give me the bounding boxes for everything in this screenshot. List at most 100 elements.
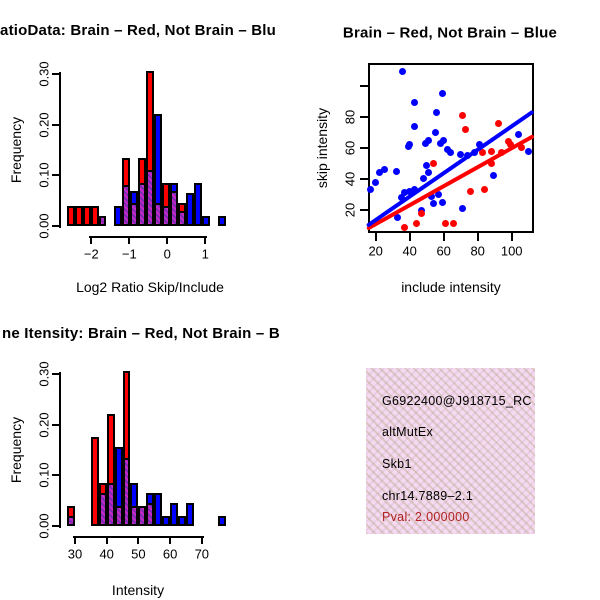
x-tick-mark bbox=[166, 236, 169, 244]
not-brain-point bbox=[372, 178, 380, 186]
brain-point bbox=[467, 187, 475, 195]
hist-overlap-bar bbox=[98, 215, 107, 226]
not-brain-point bbox=[399, 68, 407, 76]
not-brain-point bbox=[411, 122, 419, 130]
info-line-3: chr14.7889–2.1 bbox=[382, 489, 474, 503]
brain-point bbox=[506, 141, 514, 149]
y-tick-label: 0.10 bbox=[36, 162, 52, 188]
y-tick-label: 80 bbox=[342, 109, 358, 125]
hist-bar bbox=[90, 205, 99, 226]
y-tick-label: 0.10 bbox=[36, 462, 52, 488]
not-brain-point bbox=[436, 139, 444, 147]
x-tick-mark bbox=[476, 233, 479, 241]
scatter-xlabel: include intensity bbox=[401, 279, 501, 295]
not-brain-point bbox=[431, 128, 439, 136]
hist-overlap-bar bbox=[106, 482, 115, 526]
not-brain-point bbox=[367, 186, 375, 194]
y-axis-line bbox=[59, 71, 61, 228]
brain-point bbox=[487, 159, 495, 167]
not-brain-point bbox=[443, 146, 451, 153]
x-tick-label: 50 bbox=[131, 546, 146, 562]
not-brain-point bbox=[438, 90, 446, 98]
y-axis-line bbox=[59, 371, 61, 528]
x-tick-mark bbox=[137, 536, 140, 544]
x-tick-label: 40 bbox=[99, 546, 114, 562]
hist1-title-clip: RatioData: Brain – Red, Not Brain – Blu bbox=[0, 22, 300, 44]
not-brain-point bbox=[419, 175, 427, 183]
x-tick-mark bbox=[128, 236, 131, 244]
x-tick-label: 60 bbox=[162, 546, 178, 562]
y-tick-mark bbox=[360, 84, 368, 87]
not-brain-point bbox=[411, 99, 419, 107]
not-brain-point bbox=[424, 136, 432, 144]
not-brain-point bbox=[423, 161, 431, 169]
not-brain-point bbox=[424, 169, 432, 177]
y-tick-mark bbox=[52, 525, 60, 527]
x-tick-label: −2 bbox=[83, 246, 99, 262]
hist-bar bbox=[202, 215, 211, 226]
hist1-ylabel: Frequency bbox=[8, 116, 24, 184]
not-brain-point bbox=[401, 189, 409, 197]
hist-bar bbox=[154, 493, 163, 526]
x-tick-label: 20 bbox=[368, 243, 383, 259]
hist-bar bbox=[74, 205, 83, 226]
hist-overlap-bar bbox=[154, 203, 163, 226]
x-tick-mark bbox=[510, 233, 513, 241]
not-brain-point bbox=[380, 166, 388, 174]
hist1-title: RatioData: Brain – Red, Not Brain – Blu bbox=[0, 22, 277, 39]
hist-bar bbox=[114, 205, 123, 226]
y-tick-label: 40 bbox=[342, 171, 358, 187]
x-axis-line bbox=[89, 236, 208, 238]
not-brain-point bbox=[447, 149, 454, 157]
hist-bar bbox=[170, 503, 179, 526]
hist2-title-clip: ne Itensity: Brain – Red, Not Brain – B bbox=[0, 325, 300, 347]
not-brain-point bbox=[515, 130, 522, 138]
not-brain-point bbox=[421, 139, 429, 147]
info-line-0: G6922400@J918715_RC bbox=[382, 394, 532, 408]
y-tick-mark bbox=[360, 115, 368, 118]
not-brain-point bbox=[392, 167, 400, 175]
x-tick-mark bbox=[169, 536, 172, 544]
hist-overlap-bar bbox=[130, 505, 139, 526]
x-tick-mark bbox=[105, 536, 108, 544]
scatter-ylabel: skip intensity bbox=[314, 107, 330, 189]
not-brain-point bbox=[406, 187, 414, 195]
not-brain-point bbox=[435, 190, 443, 198]
scatter-title: Brain – Red, Not Brain – Blue bbox=[342, 24, 558, 42]
hist-bar bbox=[194, 182, 203, 226]
x-tick-label: 0 bbox=[163, 246, 171, 262]
info-line-1: altMutEx bbox=[382, 425, 434, 439]
y-tick-label: 0.30 bbox=[36, 361, 52, 387]
hist-bar bbox=[217, 515, 226, 526]
brain-point bbox=[441, 220, 449, 228]
x-tick-mark bbox=[374, 233, 377, 241]
y-tick-mark bbox=[52, 174, 60, 177]
hist-bar bbox=[162, 515, 171, 526]
hist-overlap-bar bbox=[122, 457, 131, 526]
hist-bar bbox=[66, 205, 75, 226]
y-tick-mark bbox=[360, 146, 368, 149]
x-tick-label: 80 bbox=[470, 243, 485, 259]
y-tick-label: 0.30 bbox=[36, 61, 52, 87]
x-tick-label: 60 bbox=[436, 243, 451, 259]
brain-point bbox=[494, 119, 502, 127]
info-line-4: Pval: 2.000000 bbox=[382, 510, 470, 524]
brain-point bbox=[450, 220, 458, 228]
x-tick-label: 70 bbox=[194, 546, 210, 562]
x-tick-label: 100 bbox=[500, 243, 523, 259]
x-tick-label: 40 bbox=[402, 243, 417, 259]
y-tick-mark bbox=[52, 225, 60, 227]
not-brain-point bbox=[394, 214, 402, 222]
x-tick-label: 1 bbox=[201, 246, 209, 262]
hist1-xlabel: Log2 Ratio Skip/Include bbox=[76, 279, 224, 295]
y-tick-mark bbox=[360, 177, 368, 180]
not-brain-point bbox=[457, 150, 465, 158]
x-tick-mark bbox=[200, 536, 203, 544]
brain-point bbox=[518, 144, 526, 152]
hist-bar bbox=[178, 515, 186, 526]
x-tick-mark bbox=[90, 236, 93, 244]
not-brain-point bbox=[440, 136, 448, 144]
hist-overlap-bar bbox=[138, 505, 147, 526]
not-brain-point bbox=[438, 198, 446, 206]
